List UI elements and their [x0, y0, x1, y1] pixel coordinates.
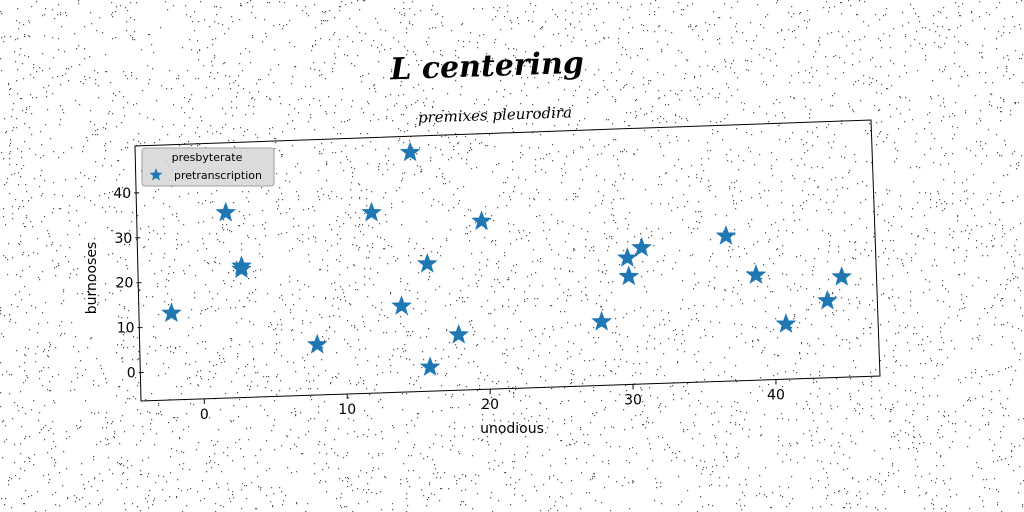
x-tick-label: 0 — [200, 407, 209, 423]
data-point-star — [216, 203, 235, 221]
y-tick-label: 30 — [114, 231, 132, 247]
x-tick-label: 40 — [767, 387, 785, 403]
data-point-star — [818, 291, 837, 309]
data-point-star — [832, 267, 851, 285]
data-point-star — [746, 265, 765, 283]
x-tick-label: 30 — [624, 392, 642, 408]
chart-title: L centering — [389, 46, 585, 88]
y-tick-label: 10 — [117, 321, 135, 337]
y-tick-label: 40 — [113, 186, 131, 202]
legend-series-label: pretranscription — [174, 169, 262, 182]
x-tick-label: 10 — [338, 402, 356, 418]
y-tick-label: 20 — [116, 276, 134, 292]
plot-area: 0 10 20 30 40 0 10 20 30 40 presbyterate pretrans… — [113, 120, 880, 423]
legend-title: presbyterate — [172, 151, 243, 164]
data-point-star — [392, 296, 411, 314]
x-axis-label: unodious — [480, 421, 544, 437]
data-point-star — [716, 226, 735, 244]
data-point-star — [162, 303, 181, 321]
data-point-star — [592, 312, 611, 330]
data-point-star — [619, 266, 638, 284]
data-point-star — [418, 254, 437, 272]
data-point-star — [776, 314, 795, 332]
y-axis-label: burnooses — [84, 242, 100, 314]
data-point-star — [449, 325, 468, 343]
data-point-star — [632, 238, 651, 256]
data-point-star — [401, 142, 420, 160]
data-point-star — [308, 335, 327, 353]
x-tick-label: 20 — [481, 397, 499, 413]
y-tick-label: 0 — [127, 366, 136, 382]
data-point-star — [618, 248, 637, 266]
data-point-star — [472, 211, 491, 229]
axis-ticks: 0 10 20 30 40 0 10 20 30 40 — [113, 186, 785, 423]
legend: presbyterate pretranscription — [142, 148, 274, 186]
chart-subtitle: premixes pleurodira — [418, 103, 573, 126]
data-point-star — [362, 203, 381, 221]
